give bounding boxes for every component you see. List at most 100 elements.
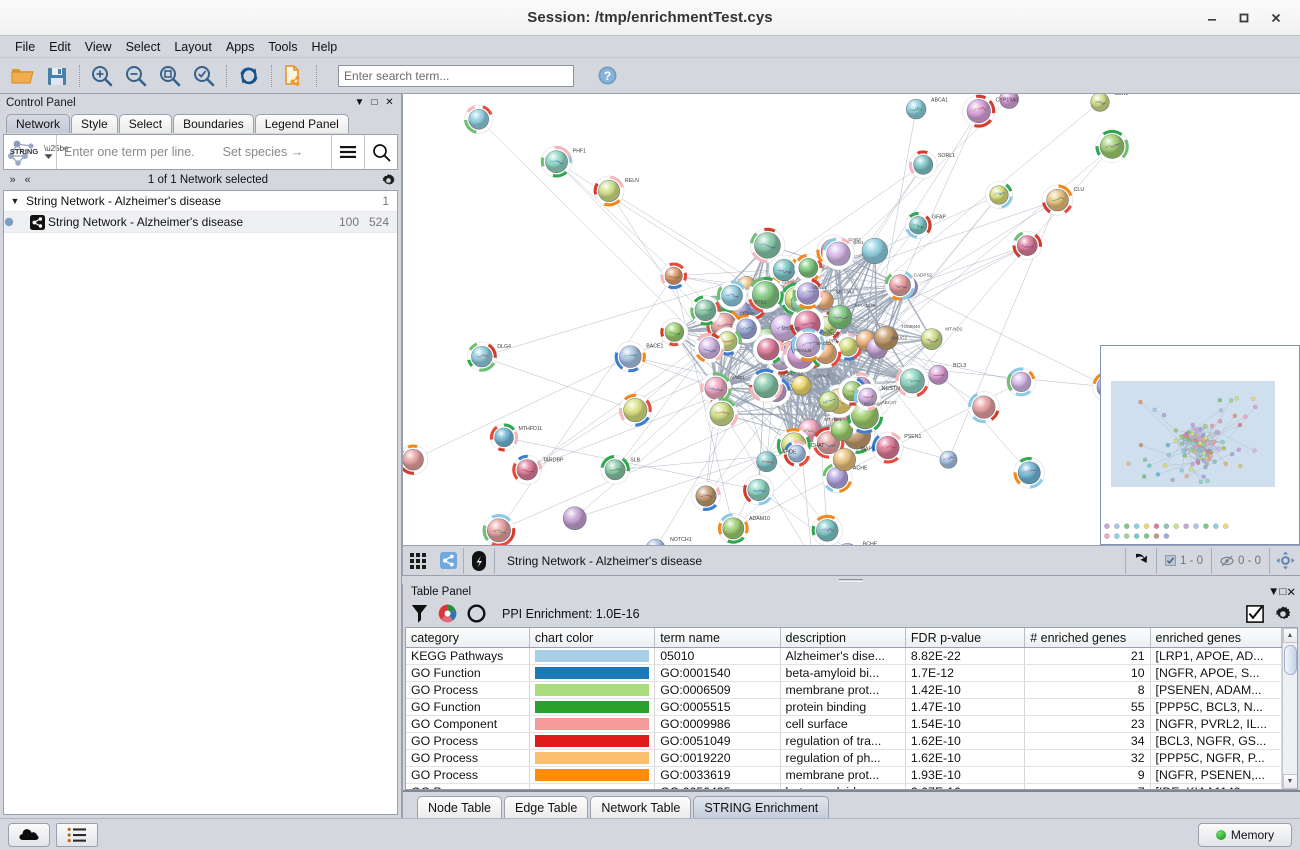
zoom-in-icon[interactable] xyxy=(85,61,119,91)
col-description[interactable]: description xyxy=(780,627,906,649)
string-query-input[interactable]: Enter one term per line. Set species → xyxy=(56,135,331,169)
network-tree[interactable]: ▼ String Network - Alzheimer's disease 1 xyxy=(3,190,398,815)
network-node[interactable] xyxy=(614,341,646,373)
maximize-button[interactable] xyxy=(1228,4,1260,32)
zoom-fit-icon[interactable] xyxy=(153,61,187,91)
save-icon[interactable] xyxy=(40,61,74,91)
memory-button[interactable]: Memory xyxy=(1198,822,1292,847)
network-node[interactable] xyxy=(962,94,996,128)
menu-file[interactable]: File xyxy=(15,39,36,54)
network-node[interactable] xyxy=(873,325,899,351)
network-node[interactable] xyxy=(466,341,497,372)
network-node[interactable] xyxy=(1042,184,1074,216)
magnifier-icon[interactable] xyxy=(364,135,397,169)
tab-style[interactable]: Style xyxy=(71,114,118,133)
menu-view[interactable]: View xyxy=(84,39,112,54)
table-vertical-scrollbar[interactable]: ▲ ▼ xyxy=(1282,627,1297,789)
table-row[interactable]: KEGG Pathways 05010 Alzheimer's dise... 8.8… xyxy=(406,647,1282,666)
col-fdr-pvalue[interactable]: FDR p-value xyxy=(905,627,1026,649)
table-row[interactable]: GO Process GO:0006509 membrane prot... 1.42… xyxy=(406,681,1282,700)
network-node[interactable] xyxy=(749,368,783,403)
network-node[interactable] xyxy=(791,375,812,396)
gear-icon[interactable] xyxy=(381,173,396,188)
col-term-name[interactable]: term name xyxy=(654,627,781,649)
network-node[interactable] xyxy=(593,175,625,207)
panel-splitter[interactable] xyxy=(402,576,1300,584)
tree-row[interactable]: String Network - Alzheimer's disease 100… xyxy=(4,212,397,233)
network-node[interactable] xyxy=(832,448,856,472)
enrichment-table[interactable]: category chart color term name descripti… xyxy=(406,627,1282,789)
network-node[interactable] xyxy=(822,237,855,271)
network-node[interactable] xyxy=(747,276,784,313)
network-node[interactable] xyxy=(834,332,863,361)
table-row[interactable]: GO Component GO:0009986 cell surface 1.54E-… xyxy=(406,715,1282,734)
zoom-out-icon[interactable] xyxy=(119,61,153,91)
network-node[interactable] xyxy=(792,278,824,310)
tab-legend-panel[interactable]: Legend Panel xyxy=(254,114,349,133)
help-icon[interactable]: ? xyxy=(590,61,624,91)
network-node[interactable] xyxy=(705,397,739,431)
control-panel-close-button[interactable]: ✕ xyxy=(385,97,394,108)
col-enriched-count[interactable]: # enriched genes xyxy=(1024,627,1151,649)
network-node[interactable] xyxy=(600,455,630,485)
network-node[interactable] xyxy=(811,514,843,545)
network-node[interactable] xyxy=(752,333,784,365)
network-node[interactable] xyxy=(540,145,573,178)
network-node[interactable] xyxy=(562,506,587,531)
network-node[interactable] xyxy=(939,450,958,469)
network-node[interactable] xyxy=(908,150,938,179)
scroll-up-arrow-icon[interactable]: ▲ xyxy=(1282,627,1297,643)
tab-select[interactable]: Select xyxy=(118,114,173,133)
zoom-selected-icon[interactable] xyxy=(187,61,221,91)
color-palette-icon[interactable] xyxy=(438,604,457,623)
menu-edit[interactable]: Edit xyxy=(49,39,71,54)
export-image-icon[interactable] xyxy=(1126,547,1156,575)
network-node[interactable] xyxy=(783,440,811,467)
network-node[interactable] xyxy=(482,514,516,546)
tab-node-table[interactable]: Node Table xyxy=(417,796,503,818)
network-node[interactable] xyxy=(660,262,688,290)
col-enriched-genes[interactable]: enriched genes xyxy=(1150,627,1282,649)
enrichment-table-body[interactable]: KEGG Pathways 05010 Alzheimer's dise... 8.8… xyxy=(406,647,1282,789)
table-row[interactable]: GO Process GO:0033619 membrane prot... 1.93… xyxy=(406,766,1282,785)
string-dropdown-caret-icon[interactable]: \u25be xyxy=(44,144,68,160)
network-node[interactable] xyxy=(920,328,943,350)
network-view[interactable]: MT-ND2 MT-ND1 VSNL1 GAB2 RTS1 CD2AP MS4A6A MS4A… xyxy=(402,94,1300,546)
network-node[interactable] xyxy=(985,181,1013,209)
scroll-down-arrow-icon[interactable]: ▼ xyxy=(1282,774,1297,789)
network-node[interactable] xyxy=(694,332,725,363)
menu-apps[interactable]: Apps xyxy=(225,39,255,54)
annotation-icon[interactable] xyxy=(464,547,494,575)
control-panel-float-button[interactable]: □ xyxy=(371,97,378,108)
share-network-icon[interactable] xyxy=(433,547,463,575)
network-node[interactable] xyxy=(660,318,689,347)
network-node[interactable] xyxy=(464,104,494,134)
tab-network-table[interactable]: Network Table xyxy=(590,796,692,818)
network-node[interactable] xyxy=(1012,230,1042,261)
checkbox-checked-icon[interactable] xyxy=(1246,604,1264,623)
network-node[interactable] xyxy=(1090,94,1110,112)
enrichment-table-wrapper[interactable]: category chart color term name descripti… xyxy=(405,626,1298,790)
open-folder-icon[interactable] xyxy=(6,61,40,91)
network-node[interactable] xyxy=(512,454,543,485)
refresh-icon[interactable] xyxy=(232,61,266,91)
search-input[interactable]: Enter search term... xyxy=(338,64,574,87)
network-node[interactable] xyxy=(967,391,1000,424)
network-node[interactable] xyxy=(1006,367,1036,397)
birds-eye-view[interactable] xyxy=(1100,345,1300,545)
network-node[interactable] xyxy=(895,364,929,398)
grid-view-icon[interactable] xyxy=(403,547,433,575)
table-panel-close-button[interactable]: ✕ xyxy=(1286,587,1296,600)
network-node[interactable] xyxy=(871,431,904,464)
set-species-link[interactable]: Set species → xyxy=(222,145,304,159)
table-panel-float-button[interactable]: □ xyxy=(1279,586,1287,599)
menu-select[interactable]: Select xyxy=(125,39,161,54)
network-node[interactable] xyxy=(794,253,823,283)
network-node[interactable] xyxy=(827,304,853,330)
table-row[interactable]: GO Function GO:0005515 protein binding 1.47… xyxy=(406,698,1282,717)
network-node[interactable] xyxy=(861,237,888,265)
menu-layout[interactable]: Layout xyxy=(174,39,212,54)
network-node[interactable] xyxy=(928,364,949,385)
tab-string-enrichment[interactable]: STRING Enrichment xyxy=(693,796,830,818)
network-node[interactable] xyxy=(403,444,429,475)
